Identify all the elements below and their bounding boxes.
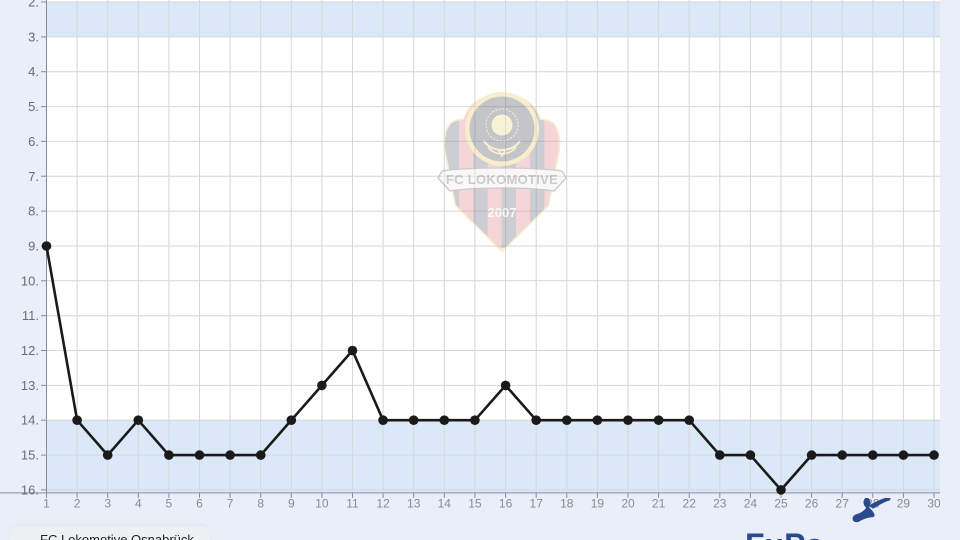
- svg-text:2: 2: [74, 497, 81, 511]
- svg-text:8: 8: [257, 497, 264, 511]
- svg-text:10.: 10.: [21, 273, 39, 288]
- svg-text:4: 4: [135, 497, 142, 511]
- svg-text:2.: 2.: [28, 0, 39, 10]
- svg-text:FuPa: FuPa: [745, 527, 823, 540]
- svg-text:7: 7: [227, 497, 234, 511]
- svg-text:2007: 2007: [488, 205, 517, 220]
- svg-text:12: 12: [376, 497, 390, 511]
- svg-text:14: 14: [438, 497, 452, 511]
- svg-text:FC LOKOMOTIVE: FC LOKOMOTIVE: [446, 172, 558, 187]
- svg-text:16.: 16.: [21, 482, 39, 497]
- svg-text:9: 9: [288, 497, 295, 511]
- svg-text:23: 23: [713, 497, 727, 511]
- svg-text:15.: 15.: [21, 448, 39, 463]
- svg-text:8.: 8.: [28, 204, 39, 219]
- svg-text:14.: 14.: [21, 413, 39, 428]
- svg-text:15: 15: [468, 497, 482, 511]
- svg-text:10: 10: [315, 497, 329, 511]
- svg-text:9.: 9.: [28, 239, 39, 254]
- svg-text:11: 11: [346, 497, 359, 511]
- svg-text:7.: 7.: [28, 169, 39, 184]
- svg-text:6: 6: [196, 497, 203, 511]
- svg-text:13: 13: [407, 497, 421, 511]
- svg-text:12.: 12.: [21, 343, 39, 358]
- svg-text:19: 19: [591, 497, 605, 511]
- svg-text:20: 20: [621, 497, 635, 511]
- svg-text:16: 16: [499, 497, 513, 511]
- svg-text:18: 18: [560, 497, 574, 511]
- svg-text:5: 5: [166, 497, 173, 511]
- svg-text:6.: 6.: [28, 134, 39, 149]
- svg-text:1: 1: [43, 497, 50, 511]
- svg-text:21: 21: [652, 497, 666, 511]
- svg-text:22: 22: [683, 497, 697, 511]
- svg-text:3: 3: [104, 497, 111, 511]
- svg-text:17: 17: [530, 497, 544, 511]
- svg-text:13.: 13.: [21, 378, 39, 393]
- svg-text:5.: 5.: [28, 99, 39, 114]
- svg-text:11.: 11.: [22, 308, 39, 323]
- svg-text:3.: 3.: [28, 29, 39, 44]
- svg-text:4.: 4.: [28, 64, 39, 79]
